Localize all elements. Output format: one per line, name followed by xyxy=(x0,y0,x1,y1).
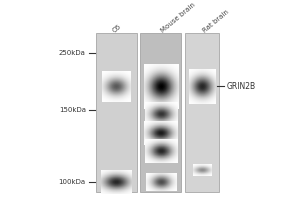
Text: C6: C6 xyxy=(112,23,123,33)
Text: 250kDa: 250kDa xyxy=(59,50,86,56)
Text: Mouse brain: Mouse brain xyxy=(160,1,196,33)
Bar xyxy=(140,33,182,192)
Bar xyxy=(96,33,136,192)
Text: 150kDa: 150kDa xyxy=(59,107,86,113)
Text: 100kDa: 100kDa xyxy=(59,179,86,185)
Text: Rat brain: Rat brain xyxy=(201,8,230,33)
Bar xyxy=(185,33,219,192)
Text: GRIN2B: GRIN2B xyxy=(226,82,255,91)
